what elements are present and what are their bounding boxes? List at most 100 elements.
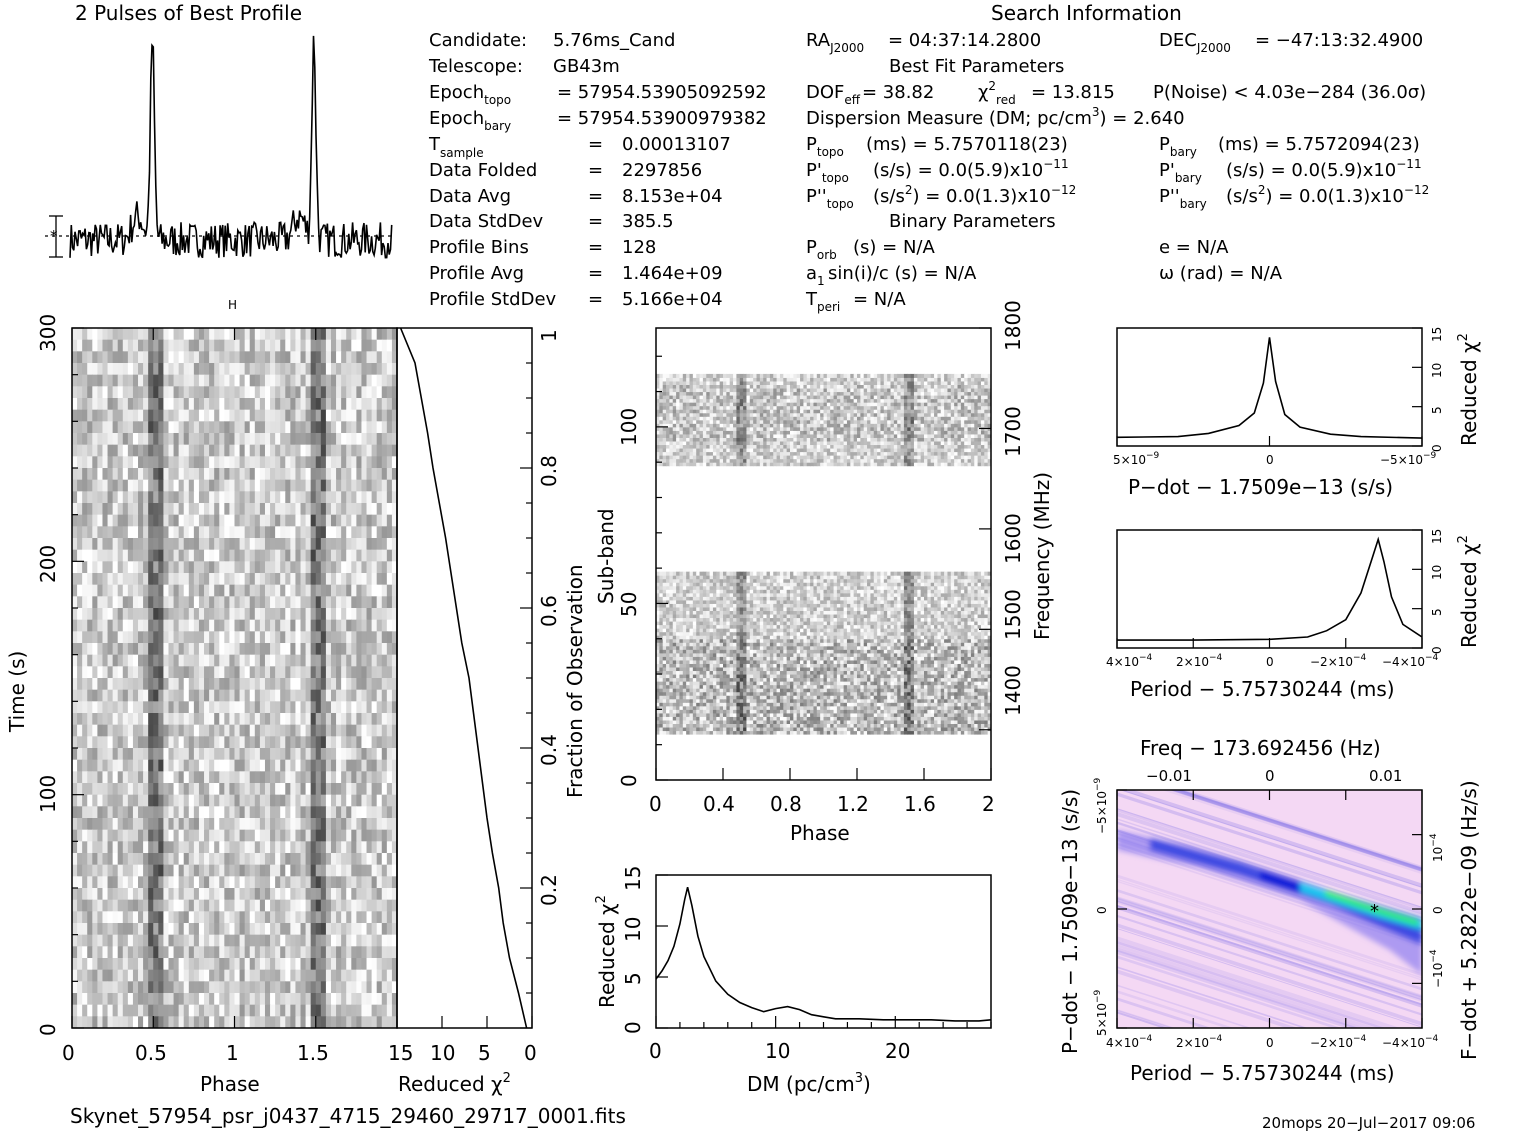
pddtopo-value: (s/s2) = 0.0(1.3)x10−12	[873, 183, 1076, 207]
sb-y2tick-1: 1500	[1001, 589, 1025, 640]
profile-series-line	[69, 35, 393, 259]
dof-label: DOFeff	[806, 82, 861, 107]
best-fit-title: Best Fit Parameters	[889, 56, 1064, 77]
pbary-value: (ms) = 5.7572094(23)	[1218, 134, 1420, 155]
tperi-value: = N/A	[853, 289, 906, 310]
tc-ytick-1: 0.4	[537, 734, 561, 766]
ra-label: RAJ2000	[806, 30, 864, 55]
dm-ytick-2: 10	[621, 917, 645, 942]
sb-xtick-3: 1.2	[837, 792, 869, 816]
dm-ylabel: Reduced χ2	[594, 895, 619, 1008]
pr-xtick-0: 4×10−4	[1106, 653, 1153, 669]
dm-chi2-panel: 0 10 20 DM (pc/cm3) 0 5 10 15 Reduced χ2	[594, 866, 992, 1096]
footer-stamp: 20mops 20−Jul−2017 09:06	[1262, 1114, 1475, 1132]
profile-error-bar: *	[49, 215, 63, 258]
dm-xtick-1: 10	[765, 1039, 790, 1063]
dm-series-line	[655, 887, 992, 1022]
pp-ytick-0: 5×10−9	[1093, 989, 1109, 1036]
dof-value: = 38.82	[862, 82, 934, 103]
tp-xlabel: Phase	[200, 1072, 260, 1096]
candidate-value: 5.76ms_Cand	[553, 30, 675, 51]
pd-ytick-1: 5	[1430, 406, 1444, 414]
tc-xtick-0: 15	[388, 1041, 413, 1065]
epoch-topo-label: Epochtopo	[429, 82, 511, 107]
period-series-line	[1117, 536, 1423, 641]
pdbary-value: (s/s) = 0.0(5.9)x10−11	[1226, 157, 1422, 181]
pdbary-label: P'bary	[1159, 160, 1202, 185]
search-info-block: Search Information RAJ2000 = 04:37:14.28…	[805, 1, 1429, 314]
svg-text:=: =	[588, 263, 603, 284]
pp-y2tick-0: −10−4	[1429, 949, 1445, 988]
porb-label: Porb	[806, 237, 837, 262]
pp-y2tick-2: 10−4	[1429, 833, 1445, 862]
time-chi2-frame	[396, 327, 533, 1029]
tp-ytick-0: 0	[36, 1023, 60, 1036]
ptopo-label: Ptopo	[806, 134, 844, 159]
pd-xtick-0: 5×10−9	[1113, 451, 1160, 467]
data-stddev-label: Data StdDev	[429, 211, 544, 232]
profile-avg-value: 1.464e+09	[622, 263, 723, 284]
tc-ytick-4: 1	[537, 329, 561, 342]
search-info-title: Search Information	[991, 1, 1182, 25]
phase-marker-label: H	[228, 298, 237, 312]
pr-ytick-2: 10	[1430, 565, 1444, 580]
tp-ylabel: Time (s)	[5, 651, 29, 733]
svg-text:=: =	[588, 134, 603, 155]
dm-label: Dispersion Measure (DM; pc/cm3) = 2.640	[806, 105, 1185, 129]
pp-y2label: F−dot + 5.2822e−09 (Hz/s)	[1457, 780, 1481, 1060]
sb-ytick-1: 50	[617, 592, 641, 617]
time-chi2-series-line	[399, 327, 528, 1029]
pddtopo-label: P''topo	[806, 186, 854, 211]
sb-xtick-2: 0.8	[770, 792, 802, 816]
pr-ytick-1: 5	[1430, 608, 1444, 616]
tp-ytick-3: 300	[36, 314, 60, 352]
sb-xtick-5: 2	[982, 792, 995, 816]
sb-y2label: Frequency (MHz)	[1030, 472, 1054, 640]
porb-value: (s) = N/A	[853, 237, 935, 258]
svg-text:=: =	[588, 289, 603, 310]
dm-xtick-0: 0	[649, 1039, 662, 1063]
candidate-info-block: Candidate: 5.76ms_Cand Telescope: GB43m …	[428, 30, 767, 310]
sb-xtick-0: 0	[649, 792, 662, 816]
svg-text:=: =	[588, 237, 603, 258]
pbary-label: Pbary	[1159, 134, 1197, 159]
pd-xlabel: P−dot − 1.7509e−13 (s/s)	[1128, 475, 1393, 499]
pp-ytick-1: 0	[1095, 906, 1109, 914]
tc-xtick-2: 5	[478, 1041, 491, 1065]
sb-y2tick-3: 1700	[1001, 406, 1025, 457]
ppdot-panel: * Freq − 173.692456 (Hz) −0.01 0 0.01 4×…	[1058, 736, 1481, 1085]
pp-ytick-2: −5×10−9	[1093, 777, 1109, 834]
chi2-label: χ2red	[978, 79, 1016, 107]
pp-xtick-3: −2×10−4	[1310, 1034, 1367, 1050]
time-phase-heatmap	[72, 328, 397, 1028]
dm-xtick-2: 20	[885, 1039, 910, 1063]
ppdot-heatmap	[1117, 790, 1422, 1028]
tp-ytick-2: 200	[36, 545, 60, 583]
pr-xtick-3: −2×10−4	[1310, 653, 1367, 669]
a1-label: a1	[806, 263, 825, 288]
dm-frame	[655, 874, 992, 1029]
profile-bins-label: Profile Bins	[429, 237, 529, 258]
tc-xtick-1: 10	[430, 1041, 455, 1065]
a1-value: sin(i)/c (s) = N/A	[828, 263, 977, 284]
dec-value: = −47:13:32.4900	[1255, 30, 1423, 51]
pp-x2tick-2: 0.01	[1369, 767, 1402, 785]
omega-value: ω (rad) = N/A	[1159, 263, 1283, 284]
ra-value: = 04:37:14.2800	[888, 30, 1041, 51]
period-chi2-panel: 4×10−4 2×10−4 0 −2×10−4 −4×10−4 Period −…	[1106, 529, 1481, 701]
tp-xtick-1: 0.5	[135, 1041, 167, 1065]
pp-xlabel: Period − 5.75730244 (ms)	[1130, 1061, 1395, 1085]
sb-y2tick-2: 1600	[1001, 513, 1025, 564]
pp-xtick-2: 0	[1266, 1036, 1274, 1050]
pr-ytick-3: 15	[1430, 529, 1444, 544]
pp-x2tick-0: −0.01	[1146, 767, 1192, 785]
epoch-topo-value: = 57954.53905092592	[557, 82, 767, 103]
telescope-label: Telescope:	[428, 56, 523, 77]
tc-xtick-3: 0	[524, 1041, 537, 1065]
tc-ytick-2: 0.6	[537, 595, 561, 627]
pnoise-value: P(Noise) < 4.03e−284 (36.0σ)	[1153, 82, 1426, 103]
pdot-chi2-panel: 5×10−9 0 −5×10−9 P−dot − 1.7509e−13 (s/s…	[1113, 327, 1481, 499]
sb-ytick-0: 0	[617, 774, 641, 787]
sb-xtick-1: 0.4	[703, 792, 735, 816]
pdtopo-label: P'topo	[806, 160, 849, 185]
